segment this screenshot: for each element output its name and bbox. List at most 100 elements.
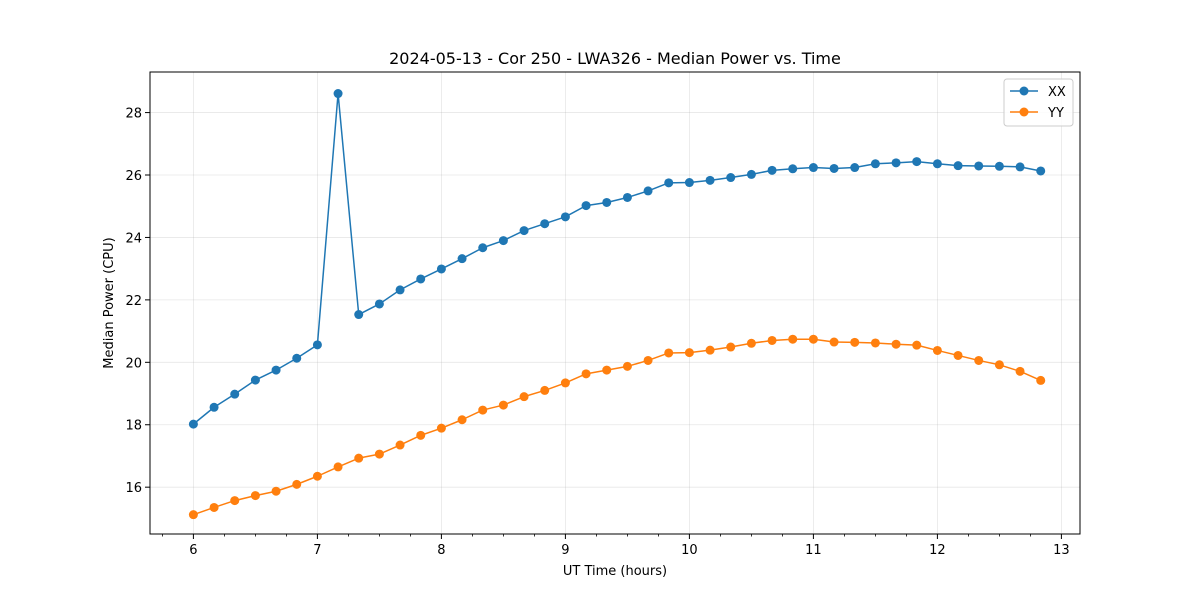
data-point-yy [643, 355, 653, 365]
chart-title: 2024-05-13 - Cor 250 - LWA326 - Median P… [389, 49, 841, 68]
data-point-yy [354, 453, 364, 463]
y-axis-label: Median Power (CPU) [102, 237, 117, 368]
data-point-yy [374, 449, 384, 459]
data-point-xx [684, 178, 694, 188]
data-point-xx [560, 212, 570, 222]
data-point-xx [664, 178, 674, 188]
data-point-xx [354, 310, 364, 320]
data-point-xx [788, 164, 798, 174]
data-point-xx [746, 169, 756, 179]
x-tick-label: 12 [929, 543, 946, 558]
x-tick-label: 9 [561, 543, 569, 558]
data-point-yy [478, 405, 488, 415]
data-point-xx [436, 264, 446, 274]
data-point-yy [932, 345, 942, 355]
data-point-xx [932, 159, 942, 169]
x-tick-label: 6 [189, 543, 197, 558]
legend-marker-yy [1019, 107, 1029, 117]
data-point-yy [850, 337, 860, 347]
data-point-yy [416, 430, 426, 440]
data-point-xx [602, 197, 612, 207]
series-yy [188, 334, 1046, 520]
data-point-yy [912, 340, 922, 350]
data-point-yy [808, 334, 818, 344]
x-tick-label: 8 [437, 543, 445, 558]
data-point-yy [684, 348, 694, 358]
data-point-xx [292, 353, 302, 363]
data-point-xx [1036, 166, 1046, 176]
x-axis-label: UT Time (hours) [563, 564, 667, 579]
data-point-xx [953, 161, 963, 171]
y-tick-label: 24 [125, 231, 142, 246]
data-point-yy [540, 385, 550, 395]
data-point-yy [271, 486, 281, 496]
data-point-xx [808, 163, 818, 173]
data-point-xx [994, 161, 1004, 171]
data-point-xx [850, 163, 860, 173]
legend-label-xx: XX [1048, 85, 1066, 100]
data-point-yy [602, 365, 612, 375]
data-point-xx [519, 226, 529, 236]
series-xx [188, 89, 1046, 429]
data-point-yy [436, 423, 446, 433]
data-point-xx [312, 340, 322, 350]
y-tick-label: 20 [125, 356, 142, 371]
y-tick-label: 28 [125, 107, 142, 122]
data-point-yy [829, 337, 839, 347]
data-point-yy [188, 510, 198, 520]
data-point-xx [395, 285, 405, 295]
data-point-yy [726, 342, 736, 352]
data-point-xx [188, 419, 198, 429]
data-point-xx [209, 402, 219, 412]
data-point-xx [333, 89, 343, 99]
data-point-yy [333, 462, 343, 472]
legend-label-yy: YY [1047, 106, 1064, 121]
x-tick-label: 11 [805, 543, 822, 558]
x-tick-label: 7 [313, 543, 321, 558]
data-point-yy [891, 339, 901, 349]
data-point-xx [1015, 162, 1025, 172]
data-point-yy [292, 479, 302, 489]
y-tick-label: 18 [125, 419, 142, 434]
data-point-yy [746, 338, 756, 348]
data-point-xx [457, 254, 467, 264]
data-point-xx [581, 201, 591, 211]
data-point-xx [622, 192, 632, 202]
data-point-yy [498, 400, 508, 410]
data-point-yy [705, 345, 715, 355]
data-point-xx [912, 157, 922, 167]
data-point-xx [870, 159, 880, 169]
data-point-yy [1036, 375, 1046, 385]
data-point-yy [788, 334, 798, 344]
ticks: 6 7 8 9 10 11 12 13 16 18 20 22 24 26 28 [125, 107, 1069, 558]
data-point-yy [250, 491, 260, 501]
data-point-xx [416, 274, 426, 284]
data-point-xx [271, 365, 281, 375]
data-point-yy [870, 338, 880, 348]
data-point-yy [974, 355, 984, 365]
data-point-yy [457, 415, 467, 425]
data-point-xx [250, 375, 260, 385]
data-point-xx [374, 299, 384, 309]
data-point-xx [974, 161, 984, 171]
x-tick-label: 13 [1053, 543, 1070, 558]
data-point-yy [560, 378, 570, 388]
data-point-xx [643, 186, 653, 196]
data-point-xx [498, 236, 508, 246]
data-point-yy [230, 496, 240, 506]
data-point-yy [395, 440, 405, 450]
legend-marker-xx [1019, 86, 1029, 96]
data-point-yy [581, 369, 591, 379]
data-point-yy [209, 502, 219, 512]
data-point-xx [891, 158, 901, 168]
axes-frame [149, 71, 1081, 535]
data-point-xx [478, 243, 488, 253]
data-point-xx [230, 389, 240, 399]
data-point-yy [1015, 366, 1025, 376]
data-point-xx [767, 165, 777, 175]
data-point-yy [664, 348, 674, 358]
x-tick-label: 10 [681, 543, 698, 558]
data-point-yy [519, 392, 529, 402]
data-point-yy [622, 361, 632, 371]
